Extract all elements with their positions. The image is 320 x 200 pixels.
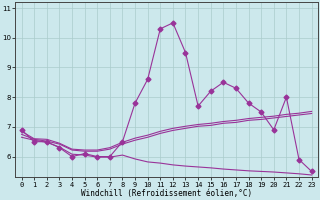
X-axis label: Windchill (Refroidissement éolien,°C): Windchill (Refroidissement éolien,°C) (81, 189, 252, 198)
